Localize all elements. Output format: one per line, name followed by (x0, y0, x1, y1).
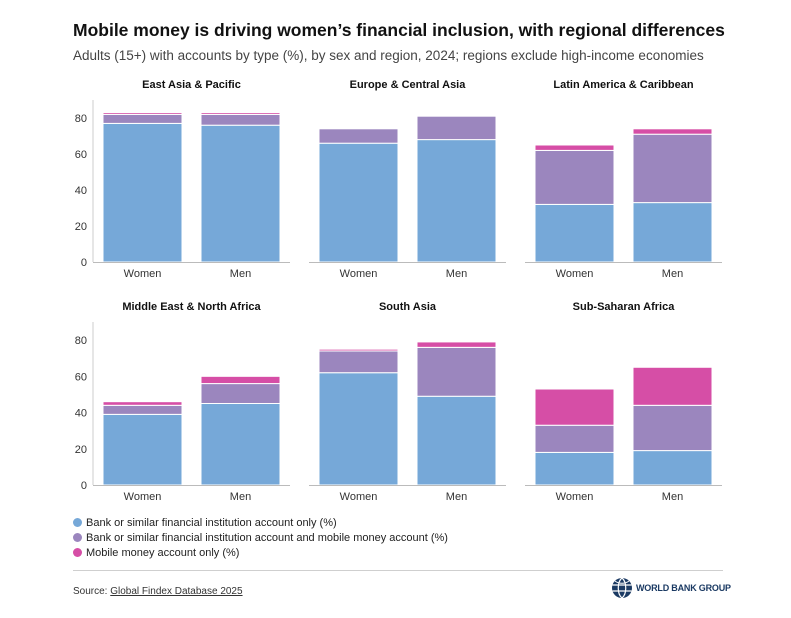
legend-item-bank-and-mobile: Bank or similar financial institution ac… (73, 530, 448, 545)
y-tick-label: 0 (81, 257, 87, 269)
source-link[interactable]: Global Findex Database 2025 (110, 586, 243, 597)
bar-latin-america-and-caribbean-men-bank-and-mobile (632, 133, 713, 204)
bar-middle-east-and-north-africa-men-bank-and-mobile (200, 383, 281, 405)
x-tick-label-men: Men (662, 491, 683, 503)
bar-middle-east-and-north-africa-men-mobile-only (200, 375, 281, 385)
bar-latin-america-and-caribbean-men-bank-only (632, 202, 713, 263)
bar-east-asia-and-pacific-men-mobile-only (200, 112, 281, 115)
y-tick-label: 80 (75, 113, 87, 125)
bar-sub-saharan-africa-men-mobile-only (632, 366, 713, 406)
panel-title-middle-east-and-north-africa: Middle East & North Africa (122, 301, 261, 313)
x-tick-label-women: Women (556, 268, 594, 280)
source-note: Source: Global Findex Database 2025 (73, 586, 243, 597)
x-tick-label-men: Men (230, 491, 251, 503)
bar-europe-and-central-asia-men-bank-and-mobile (416, 115, 497, 141)
x-tick-label-women: Women (556, 491, 594, 503)
legend-label: Mobile money account only (%) (86, 546, 240, 559)
x-tick-label-women: Women (340, 268, 378, 280)
legend-item-bank-only: Bank or similar financial institution ac… (73, 515, 448, 530)
chart-title: Mobile money is driving women’s financia… (73, 20, 725, 40)
bar-east-asia-and-pacific-women-mobile-only (102, 112, 183, 115)
y-tick-label: 60 (75, 371, 87, 383)
x-tick-label-women: Women (124, 491, 162, 503)
bar-east-asia-and-pacific-men-bank-and-mobile (200, 113, 281, 126)
y-tick-label: 80 (75, 335, 87, 347)
bar-south-asia-women-bank-and-mobile (318, 350, 399, 374)
logo-text: WORLD BANK GROUP (636, 583, 731, 593)
bar-middle-east-and-north-africa-women-bank-and-mobile (102, 404, 183, 415)
bar-latin-america-and-caribbean-women-mobile-only (534, 144, 615, 151)
panel-title-latin-america-and-caribbean: Latin America & Caribbean (553, 79, 693, 91)
bar-latin-america-and-caribbean-women-bank-and-mobile (534, 149, 615, 205)
legend-label: Bank or similar financial institution ac… (86, 516, 337, 529)
chart-subtitle: Adults (15+) with accounts by type (%), … (73, 48, 704, 63)
legend-swatch-mobile-only (73, 548, 82, 557)
y-tick-label: 20 (75, 221, 87, 233)
panel-title-europe-and-central-asia: Europe & Central Asia (350, 79, 467, 91)
legend-label: Bank or similar financial institution ac… (86, 531, 448, 544)
footer-divider (73, 570, 723, 571)
bar-latin-america-and-caribbean-women-bank-only (534, 203, 615, 263)
bar-sub-saharan-africa-women-bank-and-mobile (534, 424, 615, 453)
x-tick-label-women: Women (340, 491, 378, 503)
bar-south-asia-men-mobile-only (416, 341, 497, 348)
x-tick-label-men: Men (446, 268, 467, 280)
bar-south-asia-men-bank-only (416, 395, 497, 486)
y-tick-label: 20 (75, 444, 87, 456)
globe-icon (612, 577, 632, 599)
bar-south-asia-women-bank-only (318, 372, 399, 486)
bar-middle-east-and-north-africa-women-mobile-only (102, 401, 183, 406)
legend-swatch-bank-only (73, 518, 82, 527)
bar-sub-saharan-africa-men-bank-and-mobile (632, 404, 713, 452)
legend-item-mobile-only: Mobile money account only (%) (73, 545, 448, 560)
world-bank-logo: WORLD BANK GROUP (611, 577, 731, 599)
y-tick-label: 40 (75, 185, 87, 197)
bar-sub-saharan-africa-women-mobile-only (534, 388, 615, 426)
bar-middle-east-and-north-africa-women-bank-only (102, 413, 183, 486)
x-tick-label-men: Men (662, 268, 683, 280)
bar-sub-saharan-africa-men-bank-only (632, 450, 713, 486)
bar-east-asia-and-pacific-men-bank-only (200, 124, 281, 263)
bar-east-asia-and-pacific-women-bank-only (102, 122, 183, 263)
panel-title-sub-saharan-africa: Sub-Saharan Africa (573, 301, 676, 313)
y-tick-label: 0 (81, 480, 87, 492)
y-tick-label: 60 (75, 149, 87, 161)
y-tick-label: 40 (75, 408, 87, 420)
bar-east-asia-and-pacific-women-bank-and-mobile (102, 113, 183, 124)
panel-title-south-asia: South Asia (379, 301, 437, 313)
legend: Bank or similar financial institution ac… (73, 515, 448, 560)
bar-europe-and-central-asia-men-bank-only (416, 139, 497, 263)
panel-title-east-asia-and-pacific: East Asia & Pacific (142, 79, 241, 91)
bar-south-asia-men-bank-and-mobile (416, 346, 497, 397)
bar-latin-america-and-caribbean-men-mobile-only (632, 128, 713, 135)
x-tick-label-men: Men (230, 268, 251, 280)
bar-south-asia-women-mobile-only (318, 348, 399, 352)
legend-swatch-bank-and-mobile (73, 533, 82, 542)
bar-europe-and-central-asia-women-bank-only (318, 142, 399, 263)
x-tick-label-women: Women (124, 268, 162, 280)
bar-sub-saharan-africa-women-bank-only (534, 451, 615, 486)
x-tick-label-men: Men (446, 491, 467, 503)
source-prefix: Source: (73, 586, 111, 597)
bar-middle-east-and-north-africa-men-bank-only (200, 403, 281, 486)
bar-europe-and-central-asia-women-bank-and-mobile (318, 128, 399, 144)
